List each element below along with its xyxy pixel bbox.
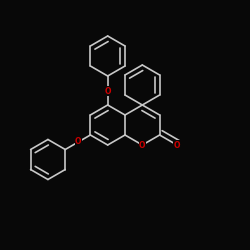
Text: O: O xyxy=(174,140,180,149)
Text: O: O xyxy=(75,138,82,146)
Text: O: O xyxy=(139,140,145,149)
Text: O: O xyxy=(104,86,111,96)
